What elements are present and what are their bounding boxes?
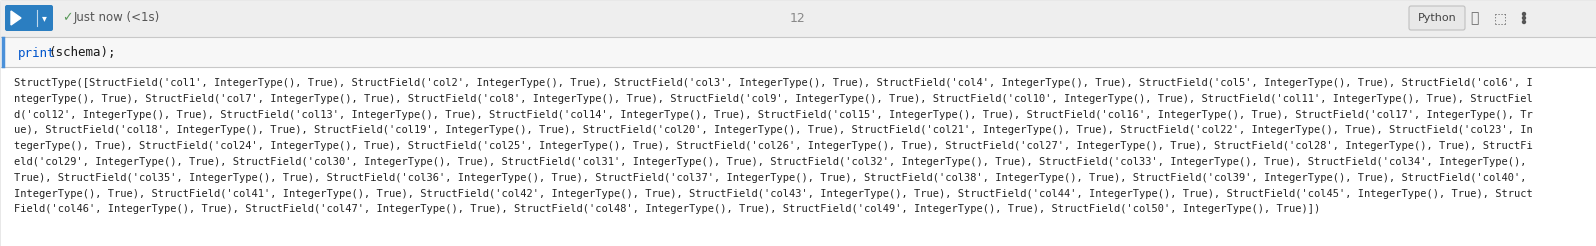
Text: StructType([StructField('col1', IntegerType(), True), StructField('col2', Intege: StructType([StructField('col1', IntegerT… <box>14 78 1532 88</box>
Text: Python: Python <box>1417 13 1457 23</box>
Text: Field('col46', IntegerType(), True), StructField('col47', IntegerType(), True), : Field('col46', IntegerType(), True), Str… <box>14 204 1320 215</box>
FancyBboxPatch shape <box>1409 6 1465 30</box>
Text: 🗑: 🗑 <box>1470 11 1478 25</box>
Text: IntegerType(), True), StructField('col41', IntegerType(), True), StructField('co: IntegerType(), True), StructField('col41… <box>14 189 1532 199</box>
Text: (schema);: (schema); <box>48 46 115 60</box>
Text: print: print <box>18 46 56 60</box>
Text: d('col12', IntegerType(), True), StructField('col13', IntegerType(), True), Stru: d('col12', IntegerType(), True), StructF… <box>14 110 1532 120</box>
Text: ⬚: ⬚ <box>1494 11 1507 25</box>
Text: ue), StructField('col18', IntegerType(), True), StructField('col19', IntegerType: ue), StructField('col18', IntegerType(),… <box>14 125 1532 135</box>
Circle shape <box>1523 13 1526 15</box>
Text: 12: 12 <box>790 12 806 25</box>
Circle shape <box>1523 20 1526 24</box>
FancyBboxPatch shape <box>0 37 1596 67</box>
Text: ▾: ▾ <box>41 13 46 23</box>
Text: Just now (<1s): Just now (<1s) <box>73 12 160 25</box>
Polygon shape <box>11 11 21 25</box>
Circle shape <box>1523 16 1526 19</box>
Text: eld('col29', IntegerType(), True), StructField('col30', IntegerType(), True), St: eld('col29', IntegerType(), True), Struc… <box>14 157 1526 167</box>
Text: ✓: ✓ <box>62 12 72 25</box>
FancyBboxPatch shape <box>0 0 1596 36</box>
Text: True), StructField('col35', IntegerType(), True), StructField('col36', IntegerTy: True), StructField('col35', IntegerType(… <box>14 173 1526 183</box>
FancyBboxPatch shape <box>5 5 53 31</box>
FancyBboxPatch shape <box>0 67 1596 246</box>
Text: tegerType(), True), StructField('col24', IntegerType(), True), StructField('col2: tegerType(), True), StructField('col24',… <box>14 141 1532 151</box>
Text: ntegerType(), True), StructField('col7', IntegerType(), True), StructField('col8: ntegerType(), True), StructField('col7',… <box>14 94 1532 104</box>
